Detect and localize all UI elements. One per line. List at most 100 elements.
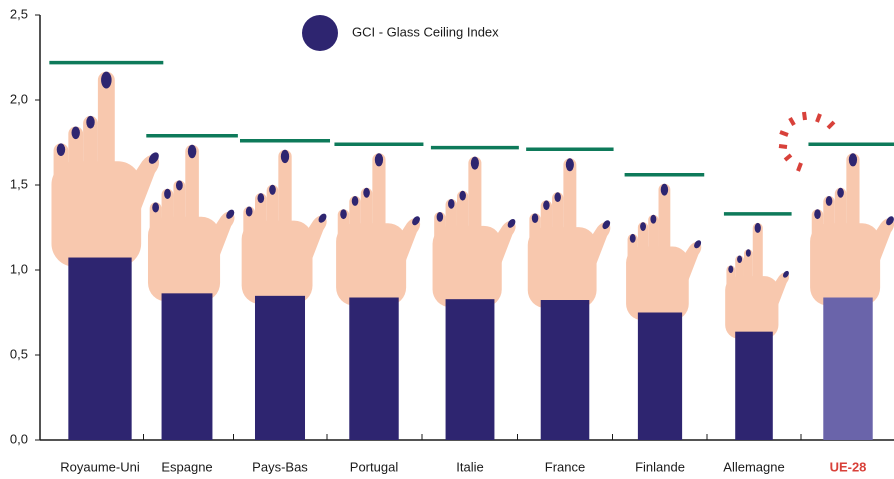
nail	[565, 158, 574, 172]
palm	[51, 161, 142, 267]
hand	[336, 153, 421, 306]
hand	[147, 144, 235, 302]
nail	[269, 184, 276, 195]
nail	[86, 115, 95, 129]
hand-figure	[810, 153, 894, 440]
nail	[543, 200, 550, 211]
nail	[374, 153, 384, 167]
nail	[318, 213, 327, 223]
highlight-burst	[778, 111, 836, 172]
nail	[814, 209, 821, 220]
y-tick-label: 1,5	[10, 176, 28, 191]
hand	[432, 156, 516, 308]
nail	[531, 213, 539, 224]
nail	[148, 152, 159, 164]
sleeve	[637, 312, 683, 440]
hand-figure	[241, 149, 327, 440]
palm	[147, 216, 221, 302]
nail	[754, 222, 761, 233]
sleeve	[823, 297, 873, 440]
nail	[837, 187, 844, 198]
x-tick-label: Royaume-Uni	[60, 459, 140, 474]
hand	[51, 71, 160, 267]
nail	[101, 71, 112, 89]
hand-figure	[626, 183, 702, 440]
y-tick-label: 0,0	[10, 431, 28, 446]
nail	[459, 190, 466, 201]
y-tick-label: 0,5	[10, 346, 28, 361]
nail	[152, 202, 160, 213]
nail	[602, 220, 611, 230]
nail	[470, 156, 479, 170]
palm	[336, 223, 407, 306]
nail	[226, 209, 235, 219]
x-tick-label: France	[545, 459, 585, 474]
nail	[187, 144, 197, 159]
nail	[448, 198, 455, 209]
nail	[340, 209, 347, 220]
palm	[527, 227, 597, 309]
x-tick-label: Allemagne	[723, 459, 784, 474]
nail	[660, 183, 669, 196]
hand-figure	[725, 222, 790, 440]
x-tick-label: Finlande	[635, 459, 685, 474]
nail	[728, 265, 734, 274]
palm	[725, 276, 779, 339]
nail	[694, 240, 702, 249]
nail	[629, 233, 636, 243]
hand	[810, 153, 894, 306]
y-tick-label: 2,0	[10, 91, 28, 106]
nail	[825, 196, 833, 206]
nail	[554, 192, 561, 203]
x-tick-label: Espagne	[161, 459, 212, 474]
sleeve	[254, 295, 306, 440]
x-tick-label: Pays-Bas	[252, 459, 308, 474]
nail	[280, 149, 290, 164]
nail	[650, 214, 657, 224]
nail	[56, 143, 66, 157]
x-tick-label: UE-28	[830, 459, 867, 474]
hand-figure	[51, 71, 160, 440]
palm	[626, 246, 689, 321]
hand	[725, 222, 790, 339]
nail	[737, 255, 743, 263]
nail	[71, 126, 80, 140]
nail	[245, 206, 253, 217]
sleeve	[161, 293, 213, 440]
nail	[782, 270, 789, 278]
palm	[432, 225, 502, 308]
nail	[351, 196, 359, 206]
sleeve	[540, 300, 590, 440]
hand	[626, 183, 702, 321]
y-tick-label: 1,0	[10, 261, 28, 276]
legend-swatch	[302, 15, 338, 51]
nail	[436, 211, 444, 222]
nail	[745, 249, 751, 257]
hand-figure	[527, 158, 611, 440]
nail	[507, 218, 516, 228]
palm	[241, 220, 313, 305]
sleeve	[735, 331, 773, 440]
hand	[527, 158, 611, 309]
x-tick-label: Italie	[456, 459, 483, 474]
nail	[640, 222, 646, 231]
nail	[164, 188, 171, 199]
hand-figure	[432, 156, 516, 440]
nail	[848, 153, 858, 167]
legend-label: GCI - Glass Ceiling Index	[352, 24, 499, 39]
nail	[175, 180, 183, 191]
y-tick-label: 2,5	[10, 6, 28, 21]
x-tick-label: Portugal	[350, 459, 399, 474]
sleeve	[349, 297, 399, 440]
nail	[363, 187, 370, 198]
nail	[886, 216, 894, 226]
hand	[241, 149, 327, 305]
sleeve	[68, 257, 132, 440]
nail	[412, 216, 420, 226]
palm	[810, 223, 881, 306]
hand-figure	[336, 153, 421, 440]
sleeve	[445, 299, 495, 440]
nail	[257, 193, 265, 204]
hand-figure	[147, 144, 235, 440]
